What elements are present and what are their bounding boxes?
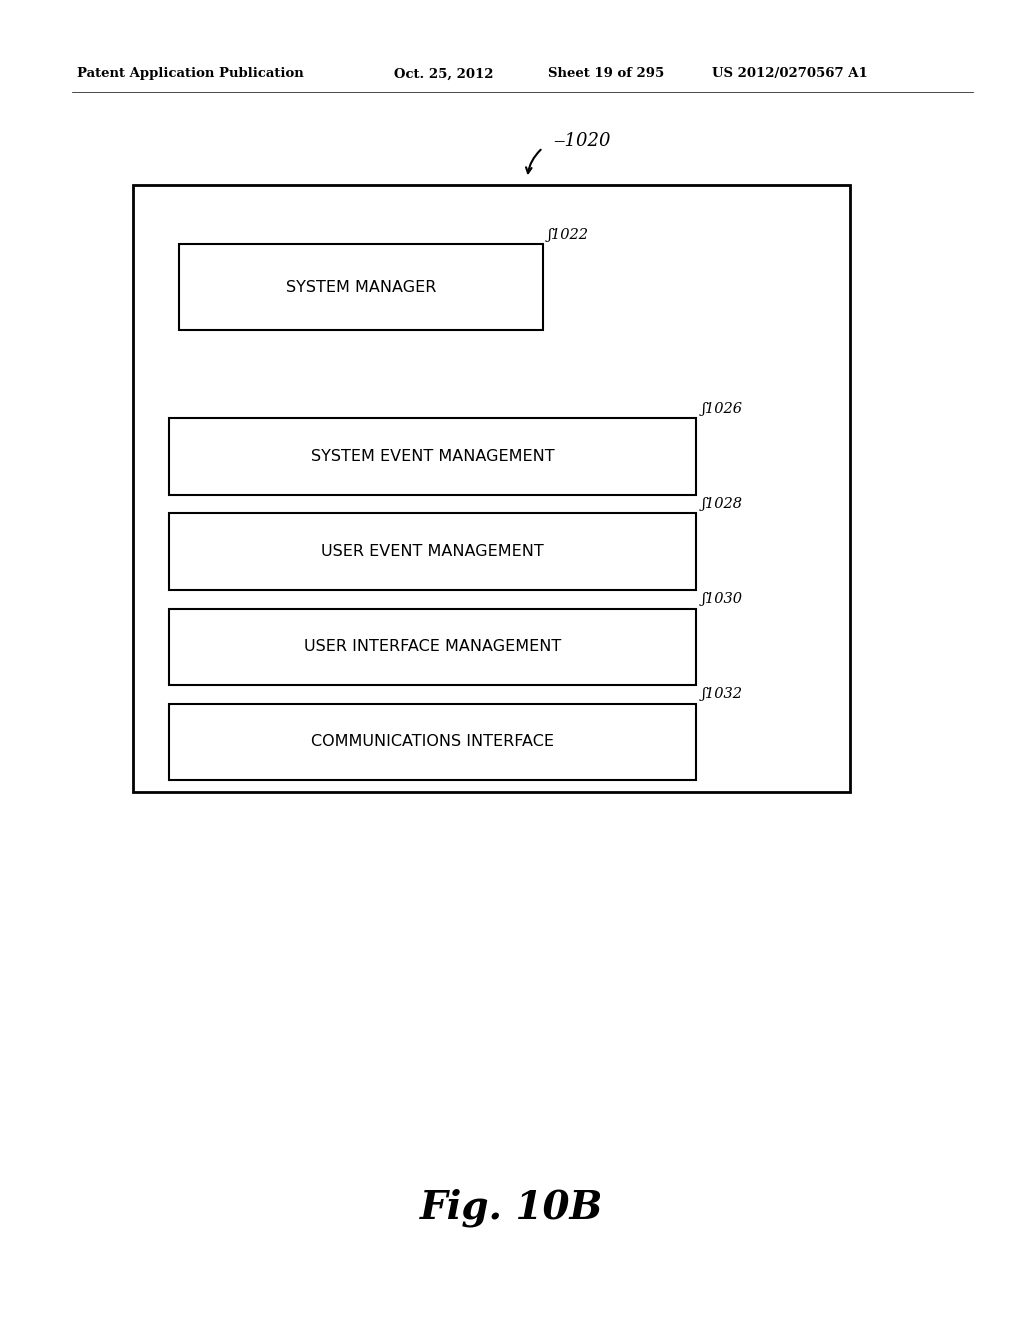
Bar <box>169 513 696 590</box>
Text: ʃ1032: ʃ1032 <box>701 686 742 701</box>
Bar <box>169 704 696 780</box>
Text: Patent Application Publication: Patent Application Publication <box>77 67 303 81</box>
Bar <box>179 244 543 330</box>
Text: USER INTERFACE MANAGEMENT: USER INTERFACE MANAGEMENT <box>304 639 561 655</box>
Text: ʃ1026: ʃ1026 <box>701 401 742 416</box>
Text: ʃ1028: ʃ1028 <box>701 496 742 511</box>
Text: SYSTEM MANAGER: SYSTEM MANAGER <box>286 280 436 294</box>
Text: Fig. 10B: Fig. 10B <box>420 1188 604 1228</box>
Text: ʃ1022: ʃ1022 <box>548 227 589 242</box>
Text: ‒1020: ‒1020 <box>553 132 610 150</box>
Text: COMMUNICATIONS INTERFACE: COMMUNICATIONS INTERFACE <box>311 734 554 750</box>
Text: SYSTEM EVENT MANAGEMENT: SYSTEM EVENT MANAGEMENT <box>311 449 554 465</box>
Bar <box>169 418 696 495</box>
Text: ʃ1030: ʃ1030 <box>701 591 742 606</box>
Bar <box>169 609 696 685</box>
Text: USER EVENT MANAGEMENT: USER EVENT MANAGEMENT <box>322 544 544 560</box>
Text: Sheet 19 of 295: Sheet 19 of 295 <box>548 67 665 81</box>
Text: Oct. 25, 2012: Oct. 25, 2012 <box>394 67 494 81</box>
Text: US 2012/0270567 A1: US 2012/0270567 A1 <box>712 67 867 81</box>
Bar <box>133 185 850 792</box>
